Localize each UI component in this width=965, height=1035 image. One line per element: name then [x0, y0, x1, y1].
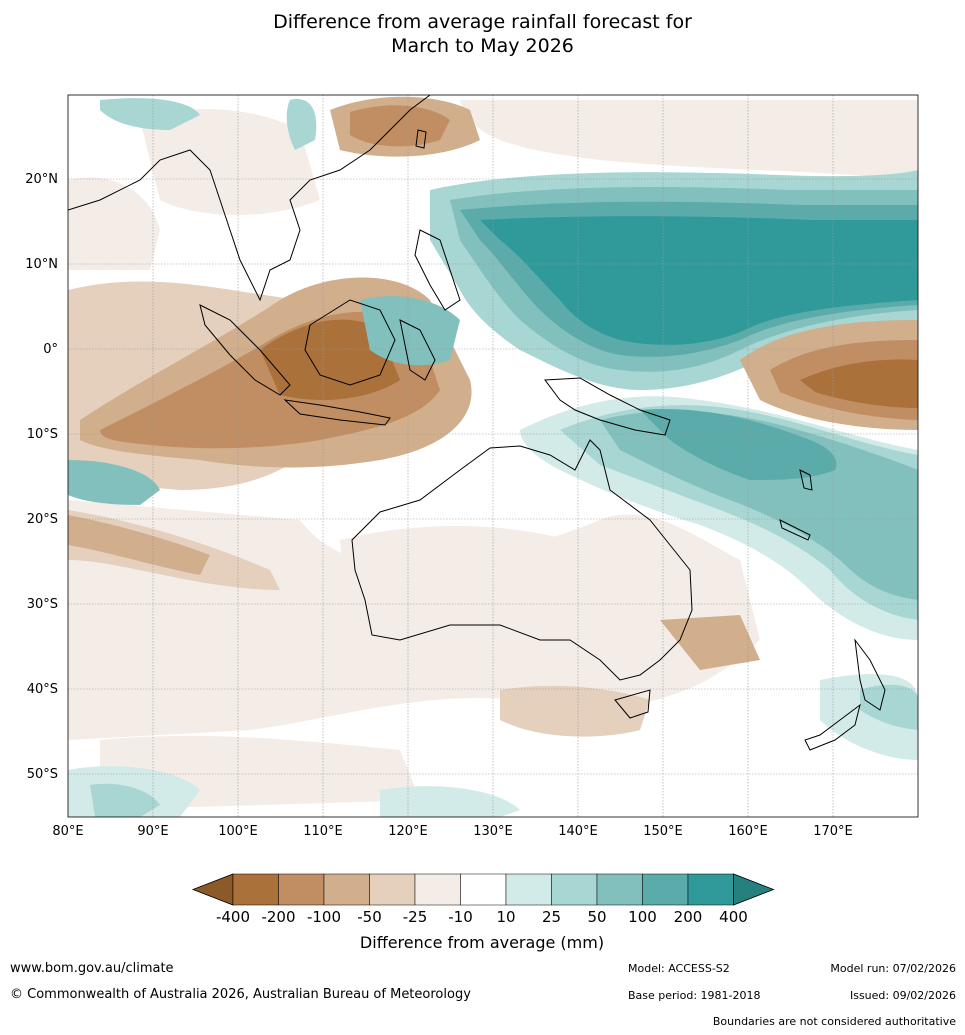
colorbar-tick-label: -10: [448, 908, 473, 926]
colorbar-tick-label: -100: [307, 908, 341, 926]
map-title-line2: March to May 2026: [391, 35, 574, 57]
lat-label: 0°: [43, 342, 58, 357]
philippines-coastline: [414, 229, 461, 311]
longitude-labels: 80°E 90°E 100°E 110°E 120°E 130°E 140°E 150°E 16…: [52, 824, 852, 839]
lon-label: 160°E: [728, 824, 768, 839]
colorbar-segment: [642, 873, 689, 906]
colorbar-tick-label: -400: [216, 908, 250, 926]
colorbar-legend: -400 -200 -100 -50 -25 -10 10 25 50 100 200 400 Diff…: [191, 873, 775, 952]
lat-label: 10°S: [27, 427, 58, 442]
lat-label: 20°N: [25, 172, 58, 187]
lon-label: 130°E: [473, 824, 513, 839]
colorbar-tick-label: 50: [587, 908, 606, 926]
colorbar-segment: [460, 873, 507, 906]
new-zealand-south-coastline: [804, 703, 861, 751]
colorbar-tick-label: -25: [403, 908, 428, 926]
bom-url: www.bom.gov.au/climate: [10, 961, 174, 976]
map-frame: [67, 94, 919, 818]
lat-label: 30°S: [27, 597, 58, 612]
lon-label: 110°E: [303, 824, 343, 839]
tasmania-coastline: [614, 689, 651, 719]
new-guinea-coastline: [544, 377, 671, 436]
australia-coastline: [351, 439, 693, 681]
colorbar-tick-label: 200: [674, 908, 703, 926]
colorbar-segment: [687, 873, 734, 906]
lat-label: 10°N: [25, 257, 58, 272]
model-run-date: Model run: 07/02/2026: [830, 962, 956, 975]
lon-label: 90°E: [137, 824, 168, 839]
copyright-notice: © Commonwealth of Australia 2026, Austra…: [10, 987, 471, 1002]
lon-label: 150°E: [643, 824, 683, 839]
lon-label: 140°E: [558, 824, 598, 839]
colorbar-segment: [551, 873, 598, 906]
asia-mainland-coastline: [68, 95, 431, 302]
lat-label: 50°S: [27, 767, 58, 782]
colorbar-segment: [414, 873, 461, 906]
colorbar-segment: [596, 873, 643, 906]
fiji-islands-coastline: [799, 469, 813, 491]
sulawesi-coastline: [399, 319, 436, 381]
colorbar-tick-label: 10: [496, 908, 515, 926]
colorbar-tick-label: -200: [261, 908, 295, 926]
java-coastline: [283, 399, 391, 426]
colorbar-tick-label: 25: [542, 908, 561, 926]
borneo-coastline: [304, 299, 396, 386]
boundaries-disclaimer: Boundaries are not considered authoritat…: [712, 1015, 956, 1028]
new-zealand-north-coastline: [854, 638, 886, 711]
colorbar-tick-label: -50: [357, 908, 382, 926]
colorbar-extend-low: [191, 873, 234, 906]
coastlines: [68, 95, 886, 751]
issued-date: Issued: 09/02/2026: [849, 989, 956, 1002]
lon-label: 100°E: [218, 824, 258, 839]
graticule: [68, 95, 918, 817]
model-name: Model: ACCESS-S2: [628, 962, 730, 975]
colorbar-segment: [505, 873, 552, 906]
lat-label: 20°S: [27, 512, 58, 527]
colorbar-extend-high: [733, 873, 775, 906]
colorbar-segment: [232, 873, 279, 906]
latitude-labels: 20°N 10°N 0° 10°S 20°S 30°S 40°S 50°S: [25, 172, 58, 782]
colorbar-segment: [369, 873, 416, 906]
base-period: Base period: 1981-2018: [628, 989, 761, 1002]
colorbar-title: Difference from average (mm): [360, 933, 604, 952]
lon-label: 120°E: [388, 824, 428, 839]
colorbar-segment: [278, 873, 325, 906]
colorbar-tick-label: 400: [719, 908, 748, 926]
lat-label: 40°S: [27, 682, 58, 697]
lon-label: 80°E: [52, 824, 83, 839]
sumatra-coastline: [199, 304, 291, 396]
colorbar-tick-label: 100: [628, 908, 657, 926]
taiwan-coastline: [415, 129, 427, 149]
lon-label: 170°E: [813, 824, 853, 839]
map-title-line1: Difference from average rainfall forecas…: [273, 11, 692, 33]
colorbar-segment: [323, 873, 370, 906]
new-caledonia-coastline: [779, 519, 811, 541]
